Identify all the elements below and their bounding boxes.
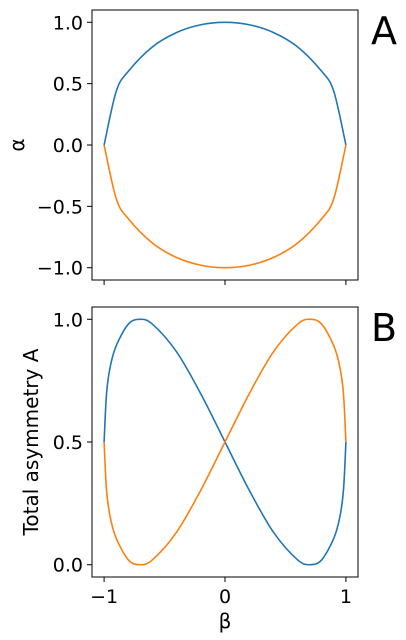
panel-b-ytick-label: 0.0 <box>53 555 83 577</box>
panel-a-frame <box>91 9 359 281</box>
panel-a-ylabel: α <box>5 138 29 151</box>
panel-a-ytick-label: 0.5 <box>53 74 83 96</box>
panel-a-series-2-line <box>103 144 347 269</box>
panel-a: 1.0 0.5 0.0 −0.5 −1.0 α A <box>5 9 397 285</box>
panel-a-ytick-label: 0.0 <box>53 135 83 157</box>
panel-b-letter: B <box>371 306 397 350</box>
panel-a-ytick-label: 1.0 <box>53 12 83 34</box>
panel-b-xtick-label: 0 <box>219 586 231 608</box>
panel-b-ylabel: Total asymmetry A <box>19 348 43 536</box>
panel-b-xtick-label: 1 <box>340 586 352 608</box>
panel-b-xlabel: β <box>219 609 232 633</box>
panel-b-series-2-line <box>103 318 347 566</box>
panel-a-ytick-label: −0.5 <box>37 196 83 218</box>
panel-a-series-1-line <box>103 21 347 146</box>
panel-a-letter: A <box>371 9 397 53</box>
panel-b: 1.0 0.5 0.0 −1 0 1 Total asymmetry A β B <box>19 306 397 633</box>
panel-b-ytick-label: 0.5 <box>53 432 83 454</box>
panel-a-ytick-label: −1.0 <box>37 258 83 280</box>
panel-b-ytick-label: 1.0 <box>53 309 83 331</box>
panel-b-xtick-label: −1 <box>90 586 118 608</box>
